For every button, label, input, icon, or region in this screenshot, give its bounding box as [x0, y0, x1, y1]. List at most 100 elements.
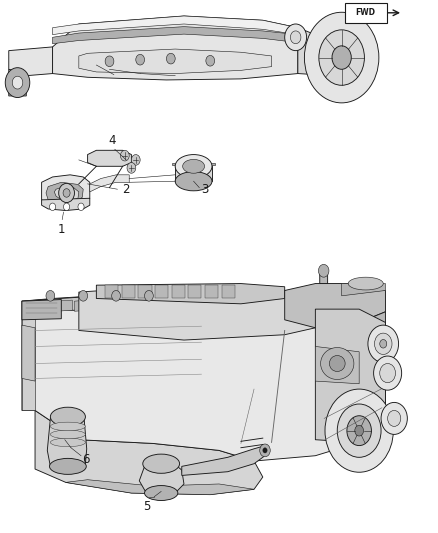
Polygon shape: [54, 187, 79, 200]
Polygon shape: [315, 346, 359, 384]
Polygon shape: [53, 27, 298, 44]
Polygon shape: [205, 285, 218, 298]
Polygon shape: [22, 292, 385, 461]
Circle shape: [263, 448, 267, 453]
Polygon shape: [90, 175, 129, 192]
Circle shape: [260, 444, 270, 457]
Circle shape: [374, 333, 392, 354]
Circle shape: [49, 203, 56, 211]
Polygon shape: [320, 271, 328, 284]
Polygon shape: [46, 182, 83, 203]
Text: FWD: FWD: [356, 9, 376, 17]
Circle shape: [59, 183, 74, 203]
Polygon shape: [74, 300, 90, 311]
Circle shape: [145, 290, 153, 301]
Circle shape: [381, 402, 407, 434]
Ellipse shape: [143, 454, 180, 473]
Text: 3: 3: [201, 183, 209, 196]
Circle shape: [325, 389, 393, 472]
Circle shape: [337, 404, 381, 457]
Ellipse shape: [50, 438, 85, 447]
Polygon shape: [188, 285, 201, 298]
Circle shape: [78, 203, 84, 211]
Ellipse shape: [183, 159, 205, 173]
Circle shape: [319, 30, 364, 85]
Circle shape: [5, 68, 30, 98]
Circle shape: [374, 356, 402, 390]
Circle shape: [136, 54, 145, 65]
Polygon shape: [9, 69, 26, 96]
Text: 5: 5: [143, 500, 150, 513]
Circle shape: [368, 325, 399, 362]
Circle shape: [355, 425, 364, 436]
Ellipse shape: [175, 172, 212, 191]
Polygon shape: [172, 163, 215, 165]
Circle shape: [63, 189, 70, 197]
Ellipse shape: [348, 277, 383, 290]
Polygon shape: [42, 198, 90, 211]
Ellipse shape: [145, 486, 178, 500]
Ellipse shape: [321, 348, 354, 379]
Polygon shape: [79, 285, 315, 340]
Polygon shape: [285, 284, 385, 328]
Circle shape: [380, 340, 387, 348]
Circle shape: [46, 290, 55, 301]
Ellipse shape: [50, 430, 85, 439]
Polygon shape: [222, 285, 235, 298]
Circle shape: [332, 46, 351, 69]
Circle shape: [127, 163, 136, 173]
Text: 6: 6: [82, 453, 90, 466]
Circle shape: [131, 155, 140, 165]
Polygon shape: [79, 49, 272, 74]
Ellipse shape: [50, 407, 85, 426]
Polygon shape: [155, 285, 168, 298]
Circle shape: [285, 24, 307, 51]
Polygon shape: [42, 175, 90, 207]
Circle shape: [112, 290, 120, 301]
Polygon shape: [92, 300, 107, 311]
Circle shape: [206, 55, 215, 66]
Text: 2: 2: [122, 183, 129, 196]
Polygon shape: [96, 284, 285, 304]
Polygon shape: [342, 284, 385, 296]
Circle shape: [105, 56, 114, 67]
Circle shape: [318, 264, 329, 277]
Ellipse shape: [50, 422, 85, 431]
Polygon shape: [39, 300, 55, 311]
Polygon shape: [57, 300, 72, 311]
Polygon shape: [182, 445, 267, 475]
Circle shape: [347, 416, 371, 446]
Polygon shape: [122, 285, 135, 298]
Circle shape: [120, 150, 129, 161]
Polygon shape: [138, 285, 152, 298]
Ellipse shape: [329, 356, 345, 372]
Circle shape: [290, 31, 301, 44]
Polygon shape: [315, 309, 385, 442]
Polygon shape: [35, 410, 263, 495]
Polygon shape: [175, 166, 212, 181]
Polygon shape: [22, 300, 61, 320]
Polygon shape: [22, 325, 35, 381]
Polygon shape: [22, 301, 35, 410]
Polygon shape: [298, 28, 315, 75]
Text: 1: 1: [57, 223, 65, 236]
Circle shape: [166, 53, 175, 64]
Polygon shape: [53, 16, 298, 80]
Circle shape: [79, 290, 88, 301]
Circle shape: [380, 364, 396, 383]
Circle shape: [12, 76, 23, 89]
Polygon shape: [47, 416, 87, 472]
Text: 4: 4: [108, 134, 116, 147]
Polygon shape: [105, 285, 118, 298]
Polygon shape: [66, 480, 254, 495]
Polygon shape: [172, 285, 185, 298]
Circle shape: [304, 12, 379, 103]
Polygon shape: [359, 312, 385, 394]
FancyBboxPatch shape: [345, 3, 387, 23]
Circle shape: [64, 203, 70, 211]
Polygon shape: [22, 294, 197, 312]
Ellipse shape: [49, 458, 86, 474]
Polygon shape: [88, 150, 131, 166]
Polygon shape: [53, 16, 298, 35]
Polygon shape: [9, 47, 53, 76]
